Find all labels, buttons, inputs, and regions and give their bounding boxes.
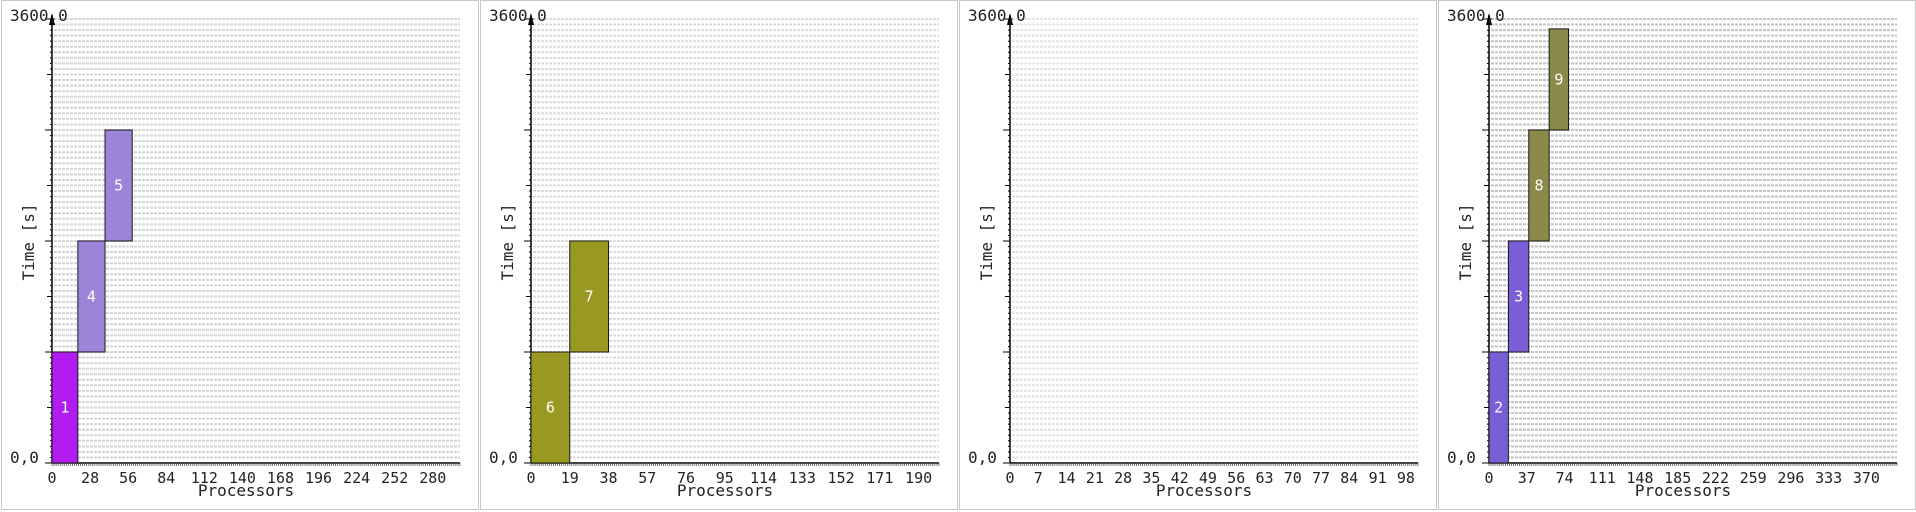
x-tick-label: 222 <box>1702 469 1729 487</box>
x-tick-label: 370 <box>1853 469 1880 487</box>
chart-svg: 0 28 56 84 112 140 168 196 224 252 280 3600,0 0,0 Pro… <box>10 6 461 500</box>
x-tick-label: 56 <box>1227 469 1245 487</box>
x-axis-title: Processors <box>198 481 294 500</box>
x-tick-label: 49 <box>1199 469 1217 487</box>
job-label-1: 1 <box>60 399 69 417</box>
chart-panel-2: 0 19 38 57 76 95 114 133 152 171 190 3600,0 0,0 Proce… <box>480 0 958 510</box>
y-max-label: 3600,0 <box>968 6 1026 25</box>
x-tick-label: 0 <box>47 469 56 487</box>
x-tick-label: 98 <box>1397 469 1415 487</box>
job-bar-5[interactable] <box>104 129 133 242</box>
x-tick-label: 224 <box>343 469 370 487</box>
x-tick-label: 84 <box>157 469 175 487</box>
x-tick-label: 0 <box>1484 469 1493 487</box>
gridlines <box>1012 18 1418 459</box>
x-tick-label: 148 <box>1626 469 1653 487</box>
x-tick-label: 112 <box>191 469 218 487</box>
origin-label: 0,0 <box>489 448 518 467</box>
origin-label: 0,0 <box>10 448 39 467</box>
x-tick-label: 259 <box>1740 469 1767 487</box>
job-label-7: 7 <box>585 288 594 306</box>
gridlines <box>1491 18 1897 459</box>
job-label-2: 2 <box>1494 399 1503 417</box>
job-label-3: 3 <box>1514 288 1523 306</box>
chart-panel-4: 0 37 74 111 148 185 222 259 296 333 370 3600,0 0,0 Pr… <box>1438 0 1916 510</box>
x-axis-title: Processors <box>1635 481 1731 500</box>
x-axis-title: Processors <box>1156 481 1252 500</box>
x-tick-label: 152 <box>828 469 855 487</box>
x-tick-label: 91 <box>1369 469 1387 487</box>
job-bar-2[interactable] <box>1488 351 1509 464</box>
y-max-label: 3600,0 <box>10 6 68 25</box>
job-bar-9[interactable] <box>1548 28 1570 131</box>
x-tick-label: 333 <box>1815 469 1842 487</box>
x-axis-title: Processors <box>677 481 773 500</box>
chart-svg: 0 19 38 57 76 95 114 133 152 171 1903600,00,0Proce… <box>489 6 940 500</box>
x-tick-label: 7 <box>1034 469 1043 487</box>
x-tick-label: 28 <box>81 469 99 487</box>
y-axis-title: Time [s] <box>977 203 996 280</box>
x-tick-label: 57 <box>638 469 656 487</box>
x-tick-label: 95 <box>716 469 734 487</box>
x-tick-label: 74 <box>1555 469 1573 487</box>
x-tick-label: 140 <box>229 469 256 487</box>
x-tick-label: 190 <box>905 469 932 487</box>
chart-panel-3: 0 7 14 21 28 35 42 49 56 63 70 77 84 91 98 3600,0 0,0 Pro… <box>959 0 1437 510</box>
x-tick-label: 77 <box>1312 469 1330 487</box>
job-label-8: 8 <box>1534 177 1543 195</box>
x-tick-label: 14 <box>1058 469 1076 487</box>
x-tick-label: 296 <box>1777 469 1804 487</box>
x-tick-label: 28 <box>1114 469 1132 487</box>
x-tick-label: 280 <box>419 469 446 487</box>
x-tick-label: 196 <box>305 469 332 487</box>
y-axis-title: Time [s] <box>19 203 38 280</box>
job-bar-3[interactable] <box>1507 240 1530 353</box>
job-bar-7[interactable] <box>569 240 610 353</box>
job-bar-4[interactable] <box>77 240 106 353</box>
job-bar-1[interactable] <box>51 351 79 464</box>
y-axis-title: Time [s] <box>498 203 517 280</box>
x-tick-label: 185 <box>1664 469 1691 487</box>
x-tick-label: 168 <box>267 469 294 487</box>
x-tick-label: 171 <box>866 469 893 487</box>
y-axis-title: Time [s] <box>1456 203 1475 280</box>
x-tick-label: 21 <box>1086 469 1104 487</box>
y-max-label: 3600,0 <box>1447 6 1505 25</box>
job-bar-8[interactable] <box>1528 129 1550 242</box>
chart-svg: 0 7 14 21 28 35 42 49 56 63 70 77 84 91 98 3600,0 0,0 Pro… <box>968 6 1419 500</box>
x-tick-label: 35 <box>1142 469 1160 487</box>
x-tick-label: 70 <box>1284 469 1302 487</box>
gridlines <box>54 18 460 459</box>
x-tick-label: 0 <box>1005 469 1014 487</box>
x-tick-label: 114 <box>750 469 777 487</box>
x-tick-label: 0 <box>526 469 535 487</box>
x-tick-label: 133 <box>789 469 816 487</box>
x-tick-label: 37 <box>1518 469 1536 487</box>
origin-label: 0,0 <box>968 448 997 467</box>
x-tick-label: 84 <box>1340 469 1358 487</box>
origin-label: 0,0 <box>1447 448 1476 467</box>
y-max-label: 3600,0 <box>489 6 547 25</box>
job-bar-6[interactable] <box>530 351 571 464</box>
x-tick-label: 38 <box>599 469 617 487</box>
x-tick-label: 63 <box>1255 469 1273 487</box>
x-tick-label: 76 <box>677 469 695 487</box>
job-label-6: 6 <box>546 399 555 417</box>
x-tick-label: 56 <box>119 469 137 487</box>
job-label-9: 9 <box>1554 70 1563 88</box>
job-label-4: 4 <box>87 288 96 306</box>
job-label-5: 5 <box>114 177 123 195</box>
chart-svg: 0 37 74 111 148 185 222 259 296 333 370 3600,0 0,0 Pr… <box>1447 6 1898 500</box>
gridlines <box>533 18 939 459</box>
x-tick-label: 19 <box>561 469 579 487</box>
x-tick-label: 252 <box>381 469 408 487</box>
chart-panel-1: 0 28 56 84 112 140 168 196 224 252 280 3600,0 0,0 Pro… <box>1 0 479 510</box>
x-tick-label: 111 <box>1589 469 1616 487</box>
x-tick-label: 42 <box>1171 469 1189 487</box>
